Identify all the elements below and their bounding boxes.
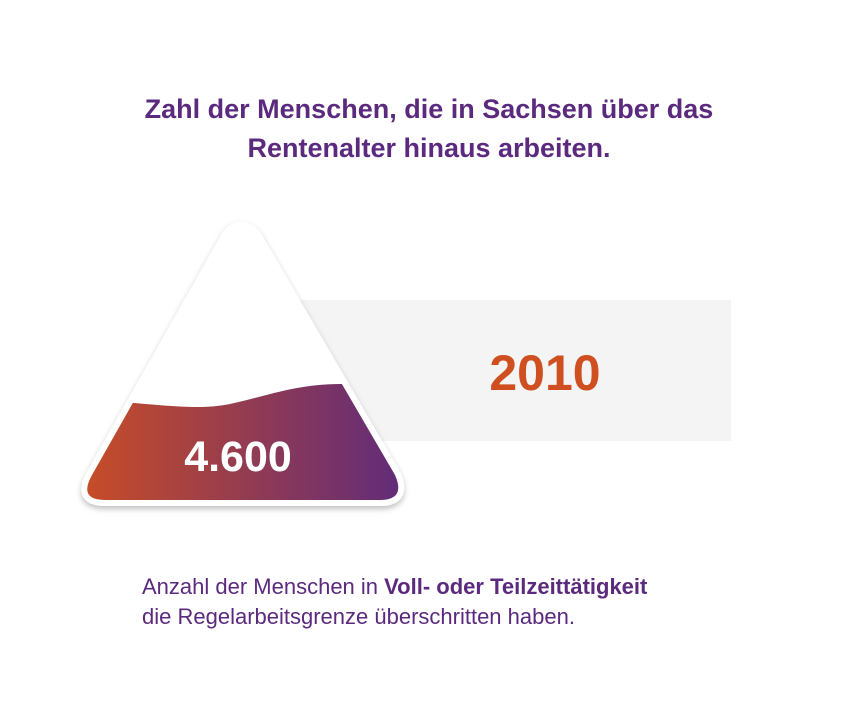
- title-line-2: Rentenalter hinaus arbeiten.: [247, 133, 611, 163]
- page-title: Zahl der Menschen, die in Sachsen über d…: [60, 90, 798, 168]
- description: Anzahl der Menschen in Voll- oder Teilze…: [142, 572, 782, 632]
- count-value: 4.600: [184, 433, 292, 481]
- triangle-fill: [87, 383, 399, 500]
- description-emphasis: Voll- oder Teilzeittätigkeit: [384, 574, 648, 599]
- year-label: 2010: [489, 345, 601, 401]
- description-line-2: die Regelarbeitsgrenze überschritten hab…: [142, 604, 575, 629]
- year-panel: [300, 300, 731, 441]
- title-line-1: Zahl der Menschen, die in Sachsen über d…: [144, 94, 714, 124]
- description-text: Anzahl der Menschen in: [142, 574, 385, 599]
